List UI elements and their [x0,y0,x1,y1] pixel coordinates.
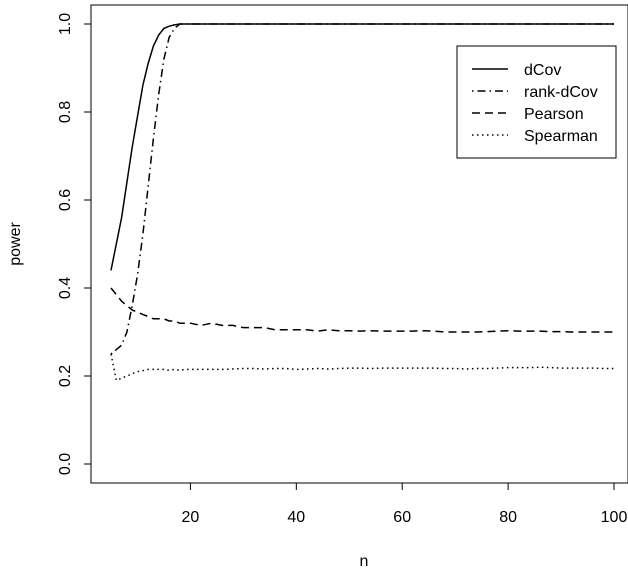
x-tick-label: 20 [182,509,200,526]
legend-box [456,45,617,159]
plot-frame [90,4,628,484]
y-tick-label: 0.0 [57,453,74,475]
x-tick-label: 60 [393,509,411,526]
legend: dCov rank-dCov Pearson Spearman [456,45,617,159]
x-tick-label: 100 [601,509,628,526]
y-axis: 0.0 0.2 0.4 0.6 0.8 1.0 [57,13,91,475]
series-line-rank-dcov [110,23,614,355]
legend-label: Spearman [524,128,598,145]
legend-label: rank-dCov [524,84,598,101]
x-axis: 20 40 60 80 100 [182,483,628,526]
series-line-dcov [110,23,614,271]
x-axis-title: n [360,553,369,569]
x-tick-label: 80 [499,509,517,526]
series-layer [110,23,614,382]
y-axis-title: power [7,222,24,266]
series-line-spearman [110,353,614,382]
x-tick-label: 40 [287,509,305,526]
y-tick-label: 1.0 [57,13,74,35]
y-tick-label: 0.4 [57,277,74,299]
y-tick-label: 0.6 [57,189,74,211]
series-line-pearson [110,287,614,333]
y-tick-label: 0.8 [57,101,74,123]
y-tick-label: 0.2 [57,365,74,387]
legend-label: Pearson [524,106,584,123]
legend-label: dCov [524,62,561,79]
